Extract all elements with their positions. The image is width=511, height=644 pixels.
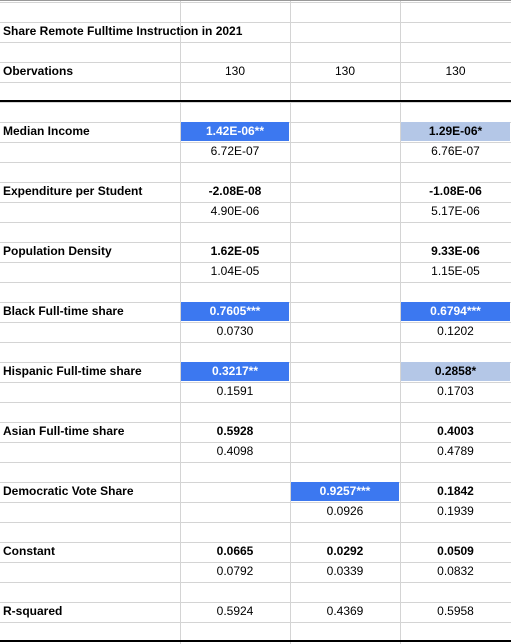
grid-line [0, 222, 511, 223]
std-error: 5.17E-06 [431, 204, 480, 218]
value-cell: 0.0292 [326, 544, 364, 558]
row-label: Black Full-time share [3, 304, 124, 318]
grid-line [0, 582, 511, 583]
value-cell: 0.0665 [216, 544, 254, 558]
std-error: 1.15E-05 [431, 264, 480, 278]
row-label: Expenditure per Student [3, 184, 143, 198]
grid-line [0, 2, 511, 3]
value-cell: 0.3217** [181, 362, 289, 381]
std-error: 1.04E-05 [210, 264, 260, 278]
grid-line [0, 182, 511, 183]
value-cell: 130 [334, 64, 356, 78]
grid-line [0, 342, 511, 343]
row-label: Median Income [3, 124, 90, 138]
std-error: 4.90E-06 [210, 204, 260, 218]
grid-line [0, 462, 511, 463]
value-cell: 130 [224, 64, 246, 78]
value-cell: 1.62E-05 [210, 244, 260, 258]
value-cell: 0.9257*** [291, 482, 399, 501]
value-cell: 0.0509 [437, 544, 474, 558]
bottom-rule [0, 640, 511, 642]
value-cell: 0.1842 [437, 484, 474, 498]
std-error: 0.4789 [437, 444, 474, 458]
grid-line [0, 42, 511, 43]
value-cell: 1.29E-06* [401, 122, 510, 141]
std-error: 6.76E-07 [431, 144, 480, 158]
grid-line [0, 542, 511, 543]
std-error: 0.0730 [216, 324, 254, 338]
grid-line [0, 602, 511, 603]
std-error: 0.1703 [437, 384, 474, 398]
value-cell: 1.42E-06** [181, 122, 289, 141]
grid-line [0, 422, 511, 423]
row-label: Democratic Vote Share [3, 484, 134, 498]
std-error: 0.1202 [437, 324, 474, 338]
std-error: 0.0339 [326, 564, 364, 578]
value-cell: -1.08E-06 [429, 184, 482, 198]
grid-line [0, 262, 511, 263]
grid-line [0, 202, 511, 203]
grid-line [0, 442, 511, 443]
grid-line [0, 522, 511, 523]
grid-line [0, 162, 511, 163]
header-rule [0, 100, 511, 102]
value-cell: 0.4369 [326, 604, 364, 618]
value-cell: 130 [445, 64, 466, 78]
std-error: 0.1939 [437, 504, 474, 518]
grid-line [0, 502, 511, 503]
grid-line [0, 402, 511, 403]
row-label: Asian Full-time share [3, 424, 125, 438]
value-cell: 9.33E-06 [431, 244, 480, 258]
grid-line [0, 382, 511, 383]
std-error: 6.72E-07 [210, 144, 260, 158]
grid-line [0, 22, 511, 23]
row-label: R-squared [3, 604, 63, 618]
value-cell: 0.5958 [437, 604, 474, 618]
row-label: Obervations [3, 64, 74, 78]
std-error: 0.0792 [216, 564, 254, 578]
std-error: 0.0832 [437, 564, 474, 578]
grid-line [0, 282, 511, 283]
grid-line [0, 482, 511, 483]
value-cell: 0.5924 [216, 604, 254, 618]
grid-line [0, 622, 511, 623]
top-border [0, 0, 511, 1]
std-error: 0.1591 [216, 384, 254, 398]
value-cell: 0.6794*** [401, 302, 510, 321]
table-title: Share Remote Fulltime Instruction in 202… [3, 24, 243, 38]
std-error: 0.4098 [216, 444, 254, 458]
grid-line [0, 242, 511, 243]
grid-line [0, 142, 511, 143]
row-label: Hispanic Full-time share [3, 364, 142, 378]
row-label: Constant [3, 544, 55, 558]
value-cell: -2.08E-08 [208, 184, 262, 198]
grid-line [0, 102, 511, 103]
value-cell: 0.5928 [216, 424, 254, 438]
row-label: Population Density [3, 244, 112, 258]
grid-line [0, 82, 511, 83]
grid-line [0, 562, 511, 563]
grid-line [0, 322, 511, 323]
std-error: 0.0926 [326, 504, 364, 518]
grid-line [0, 62, 511, 63]
value-cell: 0.7605*** [181, 302, 289, 321]
value-cell: 0.4003 [437, 424, 474, 438]
value-cell: 0.2858* [401, 362, 510, 381]
